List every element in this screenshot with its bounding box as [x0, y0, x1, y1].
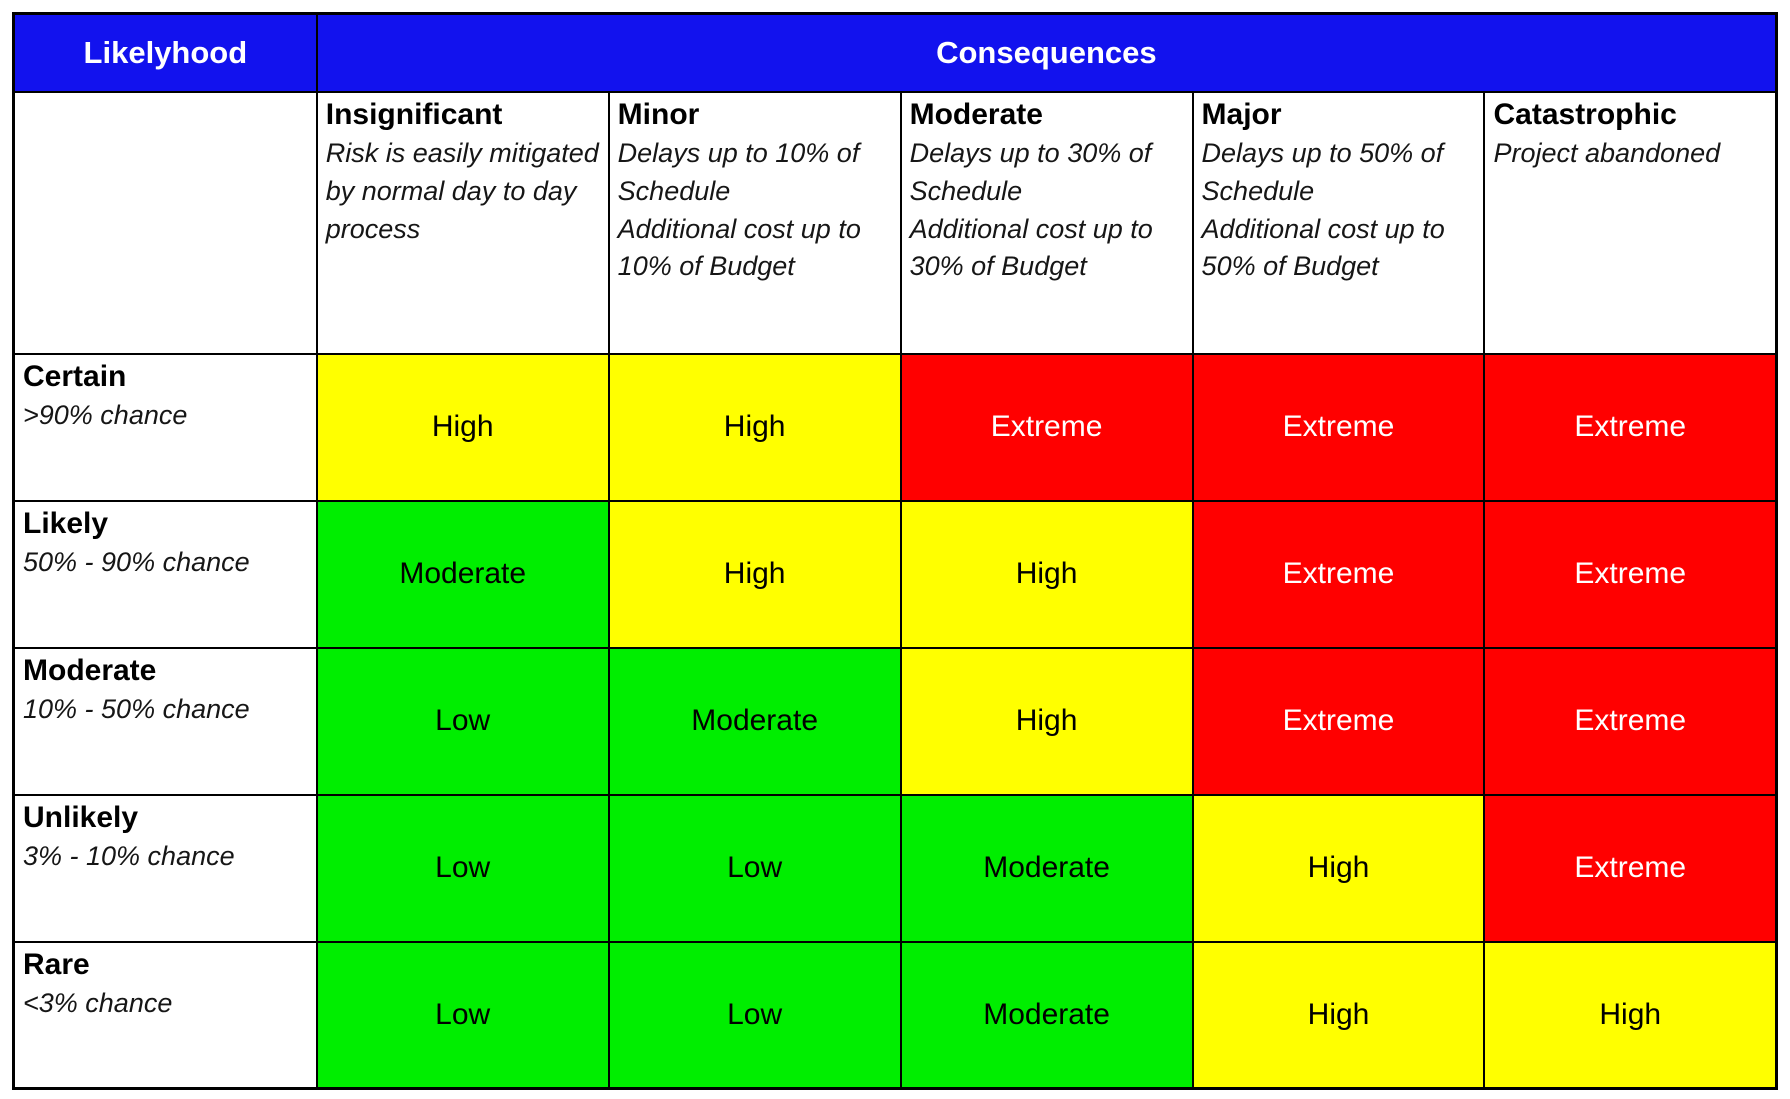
column-description: Additional cost up to 50% of Budget: [1201, 213, 1445, 282]
consequence-column-insignificant: Insignificant Risk is easily mitigated b…: [315, 90, 610, 355]
risk-cell: Low: [315, 646, 610, 796]
risk-matrix-table: Likelyhood Consequences Insignificant Ri…: [12, 12, 1778, 1090]
likelihood-cell-rare: Rare <3% chance: [12, 940, 318, 1090]
risk-row-moderate: Moderate 10% - 50% chance Low Moderate H…: [12, 646, 1778, 796]
likelihood-chance: 10% - 50% chance: [23, 694, 250, 724]
column-description: Delays up to 10% of Schedule: [617, 138, 860, 206]
column-title: Catastrophic: [1493, 97, 1677, 131]
risk-cell: High: [607, 352, 902, 502]
risk-row-unlikely: Unlikely 3% - 10% chance Low Low Moderat…: [12, 793, 1778, 943]
column-title: Moderate: [909, 97, 1043, 131]
risk-cell: Moderate: [607, 646, 902, 796]
likelihood-cell-likely: Likely 50% - 90% chance: [12, 499, 318, 649]
header-row: Likelyhood Consequences: [12, 12, 1778, 93]
likelihood-chance: 50% - 90% chance: [23, 547, 250, 577]
risk-cell: Extreme: [1483, 499, 1778, 649]
risk-cell: Low: [607, 793, 902, 943]
risk-row-certain: Certain >90% chance High High Extreme Ex…: [12, 352, 1778, 502]
risk-cell: Extreme: [1191, 646, 1486, 796]
risk-cell: Extreme: [1483, 352, 1778, 502]
risk-row-rare: Rare <3% chance Low Low Moderate High Hi…: [12, 940, 1778, 1090]
consequence-column-minor: Minor Delays up to 10% of Schedule Addit…: [607, 90, 902, 355]
column-title: Minor: [617, 97, 700, 131]
risk-cell: Low: [315, 793, 610, 943]
risk-cell: Extreme: [1191, 352, 1486, 502]
consequences-header: Consequences: [315, 12, 1778, 93]
risk-cell: Low: [607, 940, 902, 1090]
risk-cell: Extreme: [899, 352, 1194, 502]
consequence-column-catastrophic: Catastrophic Project abandoned: [1483, 90, 1778, 355]
column-description: Delays up to 30% of Schedule: [909, 138, 1152, 206]
likelihood-cell-unlikely: Unlikely 3% - 10% chance: [12, 793, 318, 943]
consequence-column-moderate: Moderate Delays up to 30% of Schedule Ad…: [899, 90, 1194, 355]
likelihood-title: Moderate: [23, 653, 157, 687]
column-description: Project abandoned: [1493, 138, 1721, 168]
column-description: Risk is easily mitigated by normal day t…: [325, 138, 599, 244]
corner-cell: [12, 90, 318, 355]
risk-cell: High: [607, 499, 902, 649]
consequence-definitions-row: Insignificant Risk is easily mitigated b…: [12, 90, 1778, 355]
risk-cell: Extreme: [1483, 793, 1778, 943]
likelihood-chance: >90% chance: [23, 400, 188, 430]
risk-cell: High: [899, 646, 1194, 796]
risk-cell: High: [315, 352, 610, 502]
risk-cell: High: [899, 499, 1194, 649]
column-description: Additional cost up to 30% of Budget: [909, 213, 1153, 282]
likelihood-title: Unlikely: [23, 800, 139, 834]
risk-cell: High: [1191, 793, 1486, 943]
likelihood-title: Certain: [23, 359, 127, 393]
likelihood-chance: <3% chance: [23, 988, 173, 1018]
risk-cell: Moderate: [315, 499, 610, 649]
risk-cell: High: [1191, 940, 1486, 1090]
likelihood-cell-certain: Certain >90% chance: [12, 352, 318, 502]
column-description: Delays up to 50% of Schedule: [1201, 138, 1444, 206]
risk-cell: Extreme: [1191, 499, 1486, 649]
risk-cell: Moderate: [899, 940, 1194, 1090]
risk-cell: Low: [315, 940, 610, 1090]
column-description: Additional cost up to 10% of Budget: [617, 213, 861, 282]
risk-cell: Moderate: [899, 793, 1194, 943]
column-title: Major: [1201, 97, 1282, 131]
likelihood-title: Likely: [23, 506, 109, 540]
risk-cell: High: [1483, 940, 1778, 1090]
column-title: Insignificant: [325, 97, 503, 131]
consequence-column-major: Major Delays up to 50% of Schedule Addit…: [1191, 90, 1486, 355]
likelihood-title: Rare: [23, 947, 90, 981]
likelihood-header: Likelyhood: [12, 12, 318, 93]
likelihood-cell-moderate: Moderate 10% - 50% chance: [12, 646, 318, 796]
risk-cell: Extreme: [1483, 646, 1778, 796]
likelihood-chance: 3% - 10% chance: [23, 841, 235, 871]
risk-row-likely: Likely 50% - 90% chance Moderate High Hi…: [12, 499, 1778, 649]
